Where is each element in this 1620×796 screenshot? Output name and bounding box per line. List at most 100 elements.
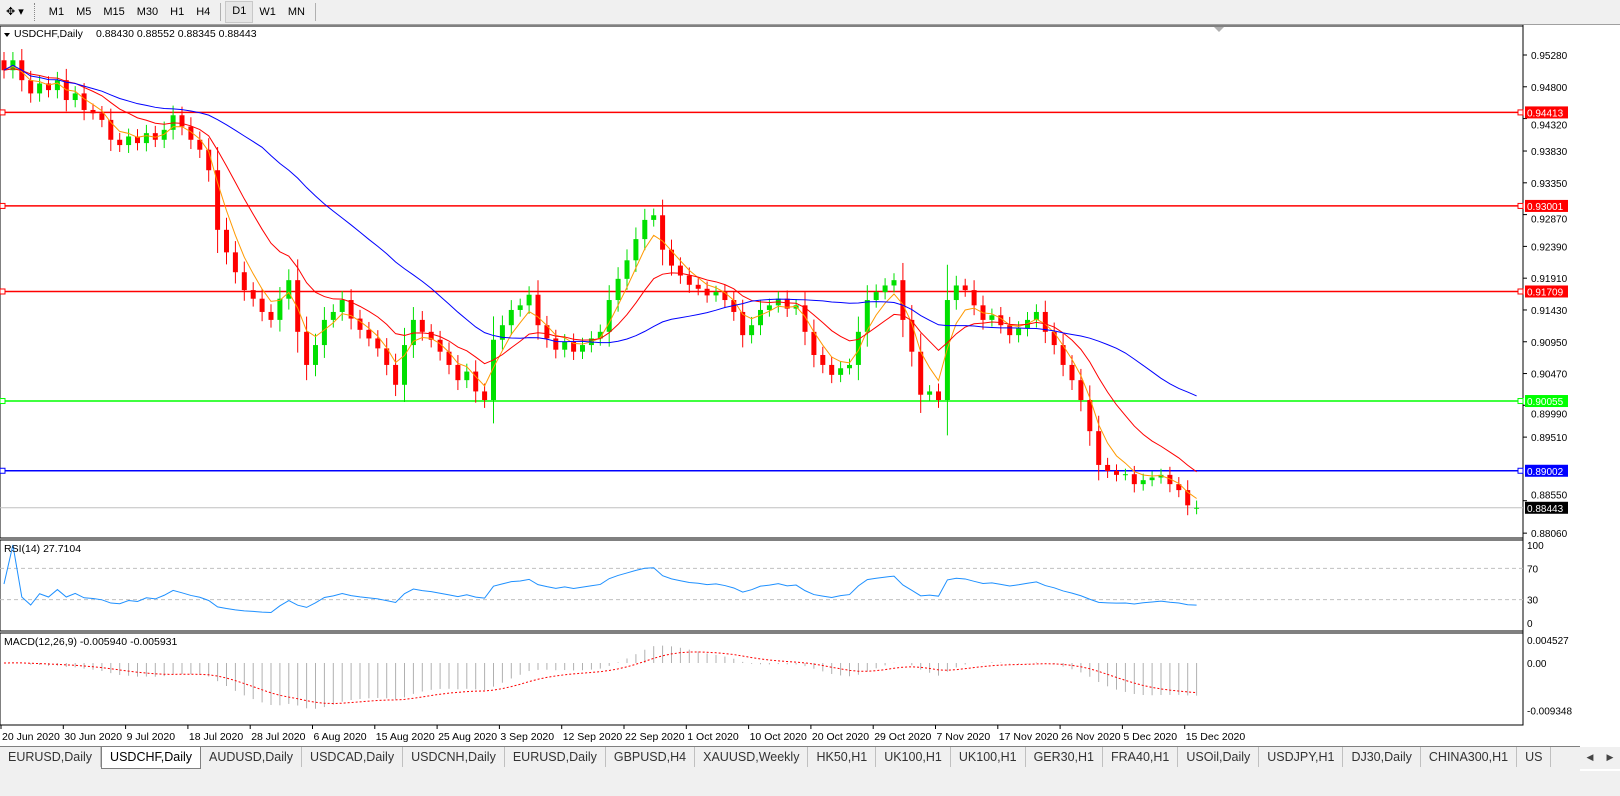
- chart-tab[interactable]: CHINA300,H1: [1421, 747, 1518, 767]
- chart-tab[interactable]: USDCNH,Daily: [403, 747, 505, 767]
- candle-bullish: [562, 341, 568, 350]
- chart-tab[interactable]: EURUSD,Daily: [0, 747, 102, 767]
- candle-bullish: [642, 219, 648, 240]
- macd-axis-label: 0.00: [1527, 659, 1547, 670]
- candle-bearish: [419, 319, 425, 332]
- timeframe-w1-button[interactable]: W1: [259, 6, 276, 18]
- candle-bullish: [838, 368, 844, 375]
- chart-tab[interactable]: GBPUSD,H4: [606, 747, 696, 767]
- candle-bullish: [339, 300, 345, 312]
- chart-tab[interactable]: USDCHF,Daily: [101, 747, 201, 769]
- chart-tab[interactable]: USDCAD,Daily: [302, 747, 404, 767]
- tab-scroll-right-icon[interactable]: ▶: [1606, 752, 1614, 762]
- chart-tab[interactable]: AUDUSD,Daily: [201, 747, 303, 767]
- timeframe-m5-button[interactable]: M5: [76, 6, 92, 18]
- date-label: 7 Nov 2020: [937, 731, 991, 743]
- candle-bearish: [1131, 474, 1137, 485]
- candle-bullish: [615, 278, 621, 301]
- candle-bullish: [1016, 328, 1022, 336]
- candle-bearish: [108, 119, 114, 140]
- candle-bearish: [1176, 484, 1182, 491]
- candle-bearish: [1114, 470, 1119, 475]
- candle-bearish: [99, 113, 105, 120]
- candle-bullish: [891, 280, 897, 286]
- line-handle: [0, 202, 6, 209]
- timeframe-mn-button[interactable]: MN: [287, 6, 305, 18]
- candle-bullish: [847, 364, 852, 369]
- date-label: 10 Oct 2020: [750, 731, 807, 743]
- macd-axis-label: -0.009348: [1527, 706, 1572, 717]
- candle-bearish: [962, 285, 968, 291]
- candle-bullish: [713, 292, 719, 296]
- price-tick-label: 0.92390: [1531, 242, 1568, 253]
- timeframe-buttons: M1 M5 M15 M30 H1 H4 D1 W1 MN: [43, 1, 311, 23]
- date-label: 1 Oct 2020: [687, 731, 739, 743]
- price-label-bg: [1525, 285, 1568, 298]
- symbol-label: USDCHF,Daily: [14, 28, 84, 40]
- price-tick-label: 0.88060: [1531, 529, 1568, 540]
- price-tick-label: 0.93350: [1531, 179, 1568, 190]
- timeframe-h4-button[interactable]: H4: [196, 6, 211, 18]
- line-handle: [0, 288, 6, 295]
- chart-tab[interactable]: USDJPY,H1: [1259, 747, 1344, 767]
- chart-tab[interactable]: HK50,H1: [808, 747, 877, 767]
- toolbar-grip[interactable]: [33, 3, 39, 21]
- timeframe-d1-button[interactable]: D1: [225, 1, 254, 23]
- tab-scroll: ◀ ▶: [1580, 747, 1620, 769]
- candle-bearish: [704, 288, 710, 296]
- candle-bullish: [882, 285, 888, 293]
- chart-tab[interactable]: FRA40,H1: [1103, 747, 1179, 767]
- chart-tab[interactable]: GER30,H1: [1026, 747, 1104, 767]
- candle-bearish: [46, 83, 51, 91]
- candle-bearish: [259, 298, 265, 312]
- chart-tab[interactable]: EURUSD,Daily: [505, 747, 606, 767]
- candle-bearish: [215, 170, 221, 230]
- tab-scroll-left-icon[interactable]: ◀: [1586, 752, 1594, 762]
- ma-slow-line: [3, 64, 1197, 397]
- line-handle: [1517, 109, 1524, 116]
- timeframe-m1-button[interactable]: M1: [48, 6, 65, 18]
- chart-tab[interactable]: XAUUSD,Weekly: [695, 747, 809, 767]
- candle-bearish: [936, 391, 941, 401]
- timeframe-m15-button[interactable]: M15: [103, 6, 125, 18]
- date-label: 25 Aug 2020: [438, 731, 497, 743]
- timeframe-m30-button[interactable]: M30: [136, 6, 159, 18]
- candle-bullish: [286, 280, 292, 299]
- candle-bearish: [268, 311, 274, 320]
- candle-bearish: [304, 331, 310, 365]
- candle-bullish: [126, 136, 132, 146]
- candle-bearish: [784, 298, 790, 309]
- candle-bullish: [651, 215, 657, 220]
- candle-bearish: [482, 391, 488, 401]
- price-tick-label: 0.95280: [1531, 51, 1568, 62]
- candle-bearish: [669, 249, 674, 266]
- candle-bearish: [553, 338, 559, 350]
- candle-bullish: [402, 345, 407, 385]
- line-handle: [0, 467, 6, 474]
- candle-bearish: [188, 126, 194, 140]
- candle-bullish: [606, 300, 612, 332]
- chart-tab[interactable]: DJ30,Daily: [1343, 747, 1421, 767]
- timeframe-h1-button[interactable]: H1: [170, 6, 185, 18]
- chart-tab[interactable]: UK100,H1: [876, 747, 951, 767]
- hline-price-label: 0.90055: [1527, 397, 1564, 408]
- candle-bearish: [393, 364, 399, 385]
- candle-bullish: [953, 285, 959, 301]
- line-handle: [1517, 398, 1524, 405]
- chart-canvas[interactable]: 0.95280 0.94800 0.94320 0.93830 0.93350 0.928…: [0, 25, 1620, 746]
- candle-bullish: [37, 83, 43, 94]
- ma-fast-line: [3, 65, 1197, 499]
- crosshair-dropdown[interactable]: ✥ ▾: [6, 6, 24, 18]
- candle-bullish: [54, 80, 60, 91]
- candle-bearish: [918, 351, 924, 395]
- date-label: 15 Dec 2020: [1186, 731, 1246, 743]
- chart-tab[interactable]: US: [1517, 747, 1552, 767]
- candle-bearish: [366, 329, 372, 339]
- date-label: 22 Sep 2020: [625, 731, 685, 743]
- candle-bearish: [135, 136, 140, 144]
- chart-tab[interactable]: UK100,H1: [951, 747, 1026, 767]
- chart-tab[interactable]: USOil,Daily: [1178, 747, 1260, 767]
- candle-bearish: [820, 355, 826, 365]
- candle-bearish: [811, 331, 817, 355]
- candle-bullish: [1194, 507, 1200, 509]
